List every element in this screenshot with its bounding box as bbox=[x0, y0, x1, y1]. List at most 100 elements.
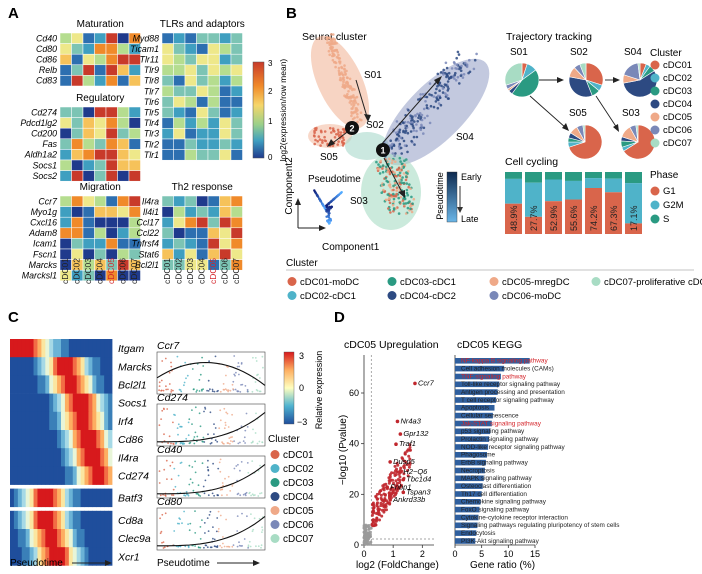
kegg-pathway-label: Apoptosis bbox=[461, 405, 489, 412]
volcano-point bbox=[394, 491, 398, 495]
heatmap-cell bbox=[59, 117, 72, 129]
pseudotime-cell bbox=[339, 191, 343, 195]
heatmap-gene-label: Il4i1 bbox=[143, 207, 159, 217]
trajectory-cell bbox=[323, 135, 326, 139]
trajectory-cell bbox=[435, 87, 438, 91]
scatter-cell bbox=[158, 381, 161, 384]
volcano-gene-label: Fnbp1 bbox=[390, 482, 411, 491]
scatter-cell bbox=[164, 512, 167, 515]
pseudotime-heat-cell bbox=[33, 529, 38, 548]
cycling-bar-s bbox=[505, 172, 522, 179]
scatter-cell bbox=[252, 356, 254, 359]
pseudotime-heat-cell bbox=[17, 430, 23, 449]
scatter-cell bbox=[216, 440, 219, 443]
heatmap-gene-label: Cd86 bbox=[36, 54, 57, 64]
traj-s04: S04 bbox=[624, 47, 642, 58]
scatter-cell bbox=[257, 495, 260, 497]
scatter-cell bbox=[207, 459, 209, 462]
pseudotime-cell bbox=[325, 215, 328, 218]
scatter-cell bbox=[252, 428, 254, 431]
trajectory-cell bbox=[324, 139, 328, 143]
pseudotime-heat-cell bbox=[37, 547, 42, 566]
pseudotime-heat-cell bbox=[21, 357, 27, 376]
pseudotime-heat-cell bbox=[21, 510, 27, 530]
cluster-bottom-label: cDC06-moDC bbox=[502, 291, 561, 302]
heatmap-cell bbox=[184, 85, 197, 97]
scatter-cell bbox=[181, 522, 183, 525]
heatmap-cell bbox=[94, 106, 107, 118]
scatter-cell bbox=[199, 425, 202, 428]
pseudotime-heat-cell bbox=[57, 339, 62, 358]
scatter-cell bbox=[165, 459, 168, 462]
trajectory-cell bbox=[387, 197, 391, 201]
scatter-cell bbox=[240, 425, 243, 428]
scatter-cell bbox=[259, 390, 262, 393]
trajectory-cell bbox=[447, 97, 450, 100]
pseudotime-heat-cell bbox=[53, 357, 58, 376]
pseudotime-heat-cell bbox=[17, 357, 23, 376]
pseudotime-early: Early bbox=[461, 172, 482, 182]
heatmap-cell bbox=[94, 149, 107, 161]
pseudotime-heat-cell bbox=[88, 529, 93, 548]
pseudotime-heat-cell bbox=[10, 448, 15, 467]
volcano-point bbox=[408, 457, 412, 461]
scatter-cell bbox=[196, 492, 199, 495]
panel-a-legend: 3 2 1 0 log2(expression/row mean) bbox=[252, 59, 288, 162]
heatmap-cell bbox=[71, 53, 84, 66]
heatmap-cell bbox=[82, 127, 95, 140]
heatmap-cell bbox=[82, 238, 95, 250]
pseudotime-heat-cell bbox=[108, 411, 113, 431]
pseudotime-heat-cell bbox=[29, 393, 34, 413]
kegg-bar bbox=[455, 420, 492, 427]
heatmap-cell bbox=[196, 75, 209, 87]
cluster-bottom-legend: Cluster cDC01-moDC cDC03-cDC1 cDC05-mregDC… bbox=[286, 258, 702, 302]
trajectory-cell bbox=[386, 170, 390, 174]
heatmap-cell bbox=[71, 206, 84, 218]
pseudotime-cell bbox=[328, 202, 331, 205]
scatter-trend-line bbox=[157, 463, 266, 495]
trajectory-cell bbox=[355, 95, 359, 99]
scatter-cell bbox=[243, 436, 246, 439]
scatter-cell bbox=[250, 494, 253, 497]
scatter-cell bbox=[187, 546, 190, 549]
pseudotime-heat-cell bbox=[10, 393, 15, 413]
cluster-c-label: cDC07 bbox=[283, 534, 314, 545]
trajectory-cell bbox=[389, 211, 392, 214]
heatmap-gene-label: Stat6 bbox=[138, 249, 159, 259]
trajectory-cell bbox=[399, 160, 402, 163]
volcano-point bbox=[391, 478, 395, 482]
scatter-cell bbox=[238, 373, 240, 376]
kegg-bar bbox=[455, 405, 495, 411]
heatmap-cell bbox=[105, 106, 118, 118]
phase-dot bbox=[650, 214, 660, 224]
scatter-cell bbox=[212, 537, 214, 540]
scatter-cell bbox=[166, 478, 168, 480]
trajectory-cell bbox=[351, 107, 354, 110]
heatmap-cell bbox=[219, 216, 232, 229]
trajectory-cell bbox=[403, 144, 407, 147]
trajectory-cell bbox=[381, 164, 385, 167]
trajectory-cell bbox=[398, 174, 402, 177]
pseudotime-gene-label: Cd274 bbox=[118, 471, 149, 483]
kegg-pathway-label: MAPK signaling pathway bbox=[461, 475, 532, 482]
scatter-cell bbox=[226, 389, 228, 391]
pseudotime-heat-cell bbox=[88, 510, 93, 530]
trajectory-cell bbox=[453, 73, 457, 77]
pseudotime-heat-cell bbox=[92, 430, 97, 449]
pseudotime-heat-cell bbox=[72, 430, 78, 449]
heatmap-cell bbox=[59, 227, 72, 239]
scatter-cell bbox=[214, 439, 217, 442]
pseudotime-heat-cell bbox=[21, 339, 27, 358]
pseudotime-heat-cell bbox=[53, 547, 58, 566]
scatter-cell bbox=[191, 466, 194, 468]
trajectory-cell bbox=[410, 116, 414, 120]
scatter-cell bbox=[197, 546, 200, 549]
scatter-cell bbox=[233, 440, 236, 442]
pseudotime-heat-cell bbox=[37, 393, 42, 413]
legend-label: cDC03 bbox=[663, 86, 692, 97]
trajectory-cell bbox=[411, 124, 415, 128]
heatmap-cell bbox=[94, 117, 107, 129]
scatter-cell bbox=[222, 542, 224, 545]
heatmap-cell bbox=[219, 238, 232, 250]
heatmap-cell bbox=[196, 238, 209, 250]
